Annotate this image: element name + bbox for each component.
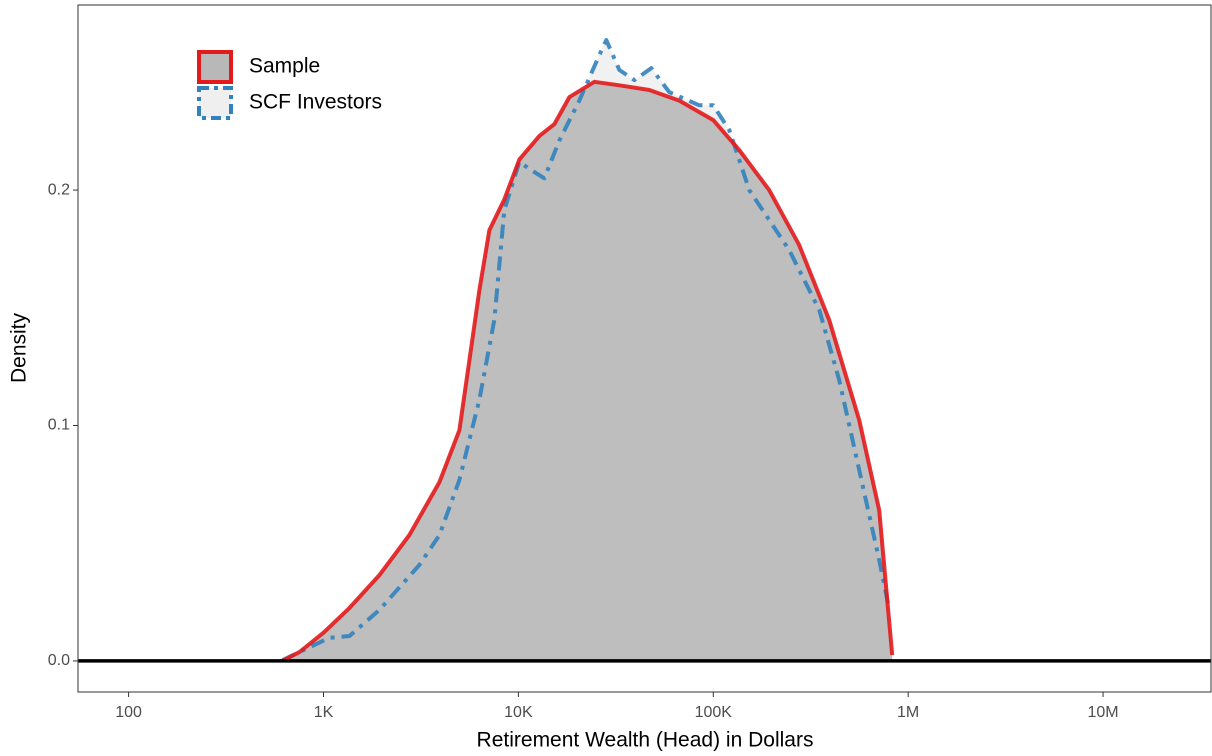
x-tick-label: 100K (695, 704, 733, 721)
x-tick-label: 1K (314, 704, 334, 721)
density-line (281, 79, 895, 663)
legend-label: SCF Investors (249, 91, 382, 114)
y-tick-label: 0.0 (48, 652, 70, 669)
x-tick-label: 10K (504, 704, 533, 721)
x-axis-title: Retirement Wealth (Head) in Dollars (477, 729, 814, 752)
density-area (282, 81, 893, 661)
panel-border (77, 4, 1212, 693)
legend-label: Sample (249, 55, 320, 78)
x-tick-label: 100 (115, 704, 142, 721)
x-tick-label: 1M (897, 704, 919, 721)
legend-swatch (197, 50, 233, 84)
y-tick-label: 0.2 (48, 181, 70, 198)
legend-swatch (197, 86, 233, 120)
y-axis-title: Density (8, 312, 31, 383)
x-tick-label: 10M (1087, 704, 1118, 721)
y-tick-label: 0.1 (48, 417, 70, 434)
density-line (281, 38, 892, 662)
